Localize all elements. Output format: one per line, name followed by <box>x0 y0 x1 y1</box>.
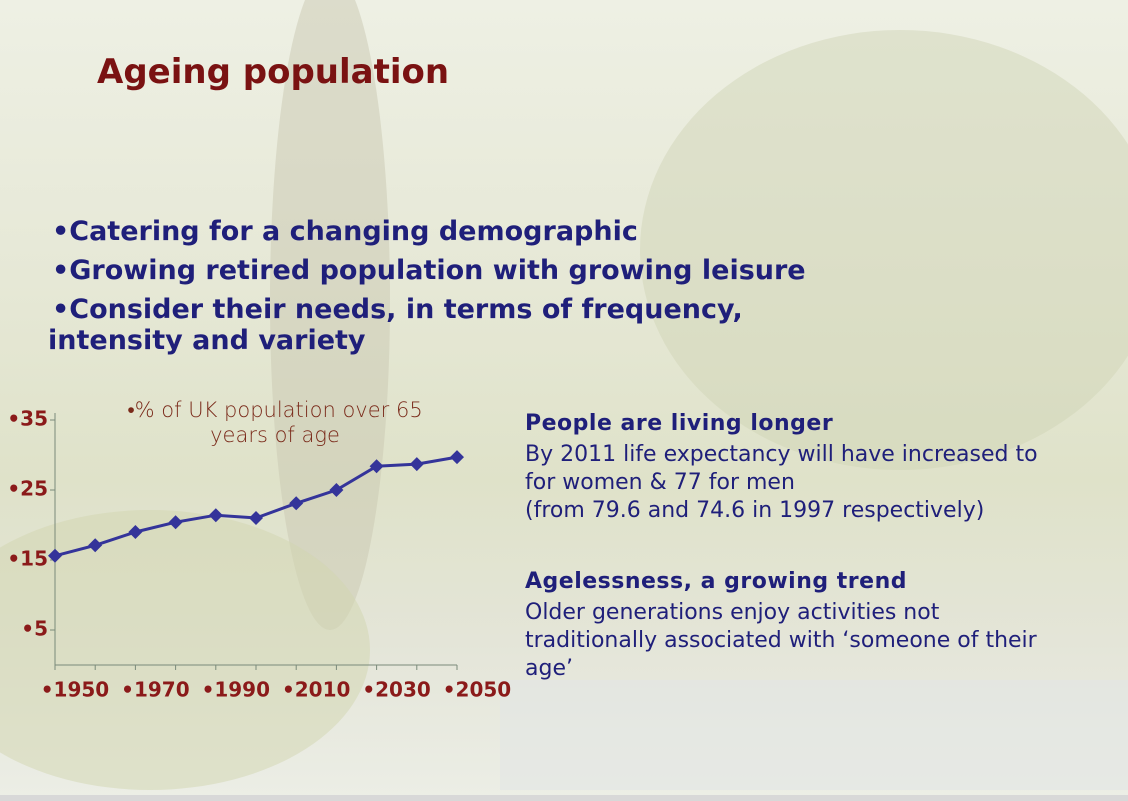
x-tick-label: •2010 <box>282 678 350 702</box>
x-tick-label: •1950 <box>41 678 109 702</box>
data-point <box>450 450 464 464</box>
data-point <box>169 515 183 529</box>
x-tick-label: •2030 <box>362 678 430 702</box>
block-line: for women & 77 for men <box>525 469 1038 497</box>
block-line: (from 79.6 and 74.6 in 1997 respectively… <box>525 497 1038 525</box>
y-tick-label: •15 <box>7 547 48 571</box>
data-point <box>249 511 263 525</box>
x-tick-label: •1990 <box>202 678 270 702</box>
data-point <box>410 457 424 471</box>
slide: Ageing population •Catering for a changi… <box>0 0 1128 801</box>
data-point <box>329 483 343 497</box>
chart: •5 •15 •25 •35 •1950 •1970 •1990 •2010 •2030 •205… <box>0 0 560 720</box>
y-tick-label: •25 <box>7 477 48 501</box>
data-point <box>48 549 62 563</box>
y-tick-label: •35 <box>7 407 48 431</box>
data-point <box>289 496 303 510</box>
block-line: traditionally associated with ‘someone o… <box>525 627 1037 655</box>
y-tick-label: •5 <box>21 617 48 641</box>
x-tick-label: •2050 <box>443 678 511 702</box>
text-block: People are living longer By 2011 life exp… <box>525 410 1038 525</box>
block-line: Older generations enjoy activities not <box>525 599 1037 627</box>
data-line <box>55 457 457 556</box>
x-tick-label: •1970 <box>121 678 189 702</box>
text-block: Agelessness, a growing trend Older genera… <box>525 568 1037 683</box>
data-point <box>370 459 384 473</box>
block-heading: Agelessness, a growing trend <box>525 568 1037 596</box>
data-point <box>88 538 102 552</box>
block-line: age’ <box>525 655 1037 683</box>
data-point <box>209 508 223 522</box>
data-point <box>128 525 142 539</box>
block-heading: People are living longer <box>525 410 1038 438</box>
block-line: By 2011 life expectancy will have increa… <box>525 441 1038 469</box>
